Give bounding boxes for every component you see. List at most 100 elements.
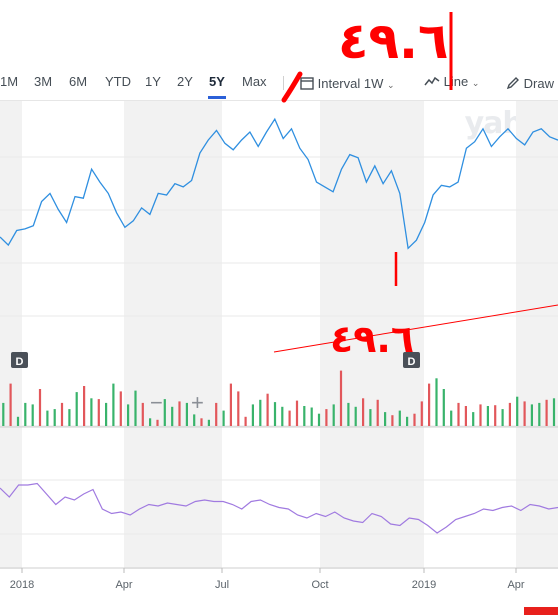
- annotation-trend-line: [273, 304, 558, 353]
- volume-marker-2: D: [403, 352, 420, 368]
- volume-bar: [193, 414, 196, 426]
- range-3m-button[interactable]: 3M: [34, 74, 53, 89]
- volume-bar: [97, 399, 100, 426]
- volume-bar: [105, 402, 108, 426]
- volume-bar: [384, 412, 387, 426]
- volume-bar: [273, 402, 277, 426]
- volume-bar: [31, 404, 34, 426]
- volume-bar: [545, 399, 548, 426]
- zoom-in-button[interactable]: +: [191, 390, 204, 415]
- volume-marker-1: D: [11, 352, 28, 368]
- marker-box: [11, 352, 28, 368]
- volume-bar: [178, 401, 181, 426]
- range-1m-button[interactable]: 1M: [0, 74, 19, 89]
- chevron-down-icon: ⌄: [471, 78, 480, 88]
- volume-bar: [552, 398, 556, 426]
- volume-bar: [486, 406, 489, 426]
- interval-dropdown[interactable]: Interval 1W ⌄: [300, 74, 395, 91]
- volume-bar: [127, 404, 130, 426]
- volume-bar: [413, 413, 416, 426]
- volume-bar: [332, 404, 335, 426]
- volume-bar: [347, 402, 350, 426]
- volume-bar: [185, 402, 188, 426]
- volume-bar: [24, 402, 27, 426]
- volume-bar: [53, 409, 56, 426]
- volume-bar: [442, 389, 445, 426]
- volume-bar: [494, 405, 497, 426]
- volume-bar: [119, 391, 122, 426]
- volume-bar: [215, 402, 218, 426]
- range-6m-button[interactable]: 6M: [69, 74, 88, 89]
- volume-bar: [457, 402, 460, 426]
- volume-bar: [141, 402, 144, 426]
- volume-bar: [60, 402, 64, 426]
- volume-bar: [398, 410, 401, 426]
- volume-bar: [90, 398, 93, 426]
- price-series-line: [0, 117, 558, 250]
- volume-bar: [472, 412, 475, 426]
- volume-bar: [244, 416, 247, 426]
- volume-bar: [354, 406, 357, 427]
- volume-bar: [46, 410, 49, 426]
- range-ytd-button[interactable]: YTD: [105, 74, 131, 89]
- volume-bar: [391, 415, 394, 426]
- volume-bar: [112, 383, 115, 426]
- annotation-middle-scribble: ٤٩.٦: [330, 317, 414, 361]
- interval-value: 1W: [363, 76, 384, 91]
- volume-bar: [75, 392, 78, 426]
- range-1y-button[interactable]: 1Y: [145, 74, 161, 89]
- volume-bar: [317, 413, 321, 426]
- background-band: [124, 101, 222, 569]
- volume-bar: [420, 401, 423, 426]
- zoom-out-button[interactable]: −: [150, 390, 163, 415]
- toolbar-separator: [283, 76, 284, 90]
- marker-label: D: [408, 356, 416, 368]
- x-tick-label: Oct: [311, 579, 328, 591]
- volume-bar: [362, 398, 365, 426]
- active-range-indicator: [208, 96, 226, 99]
- draw-button[interactable]: Draw: [506, 74, 554, 91]
- volume-bar: [156, 419, 159, 426]
- volume-bar: [281, 406, 284, 427]
- rsi-series-line: [0, 482, 558, 534]
- marker-label: D: [16, 356, 24, 368]
- x-tick-label: Apr: [507, 579, 524, 591]
- range-5y-button[interactable]: 5Y: [209, 74, 225, 89]
- volume-bar: [163, 399, 166, 426]
- volume-bar: [508, 402, 511, 426]
- line-chart-icon: [424, 76, 440, 86]
- volume-bar: [435, 378, 438, 426]
- volume-bar: [406, 416, 409, 426]
- volume-bar: [9, 383, 12, 426]
- volume-bar: [501, 409, 504, 426]
- corner-marker: [524, 607, 558, 615]
- volume-bar: [479, 404, 482, 426]
- volume-bar: [516, 396, 519, 426]
- interval-label: Interval: [317, 76, 361, 91]
- volume-bar: [530, 404, 533, 426]
- background-band: [0, 101, 22, 569]
- volume-bar: [237, 391, 240, 426]
- volume-bar: [376, 399, 379, 426]
- volume-bar: [464, 406, 467, 426]
- x-tick-label: 2019: [412, 579, 436, 591]
- volume-bar: [538, 402, 541, 426]
- x-tick-label: Jul: [215, 579, 229, 591]
- volume-bar: [288, 410, 291, 426]
- volume-bar: [68, 409, 71, 426]
- volume-bar: [16, 416, 20, 426]
- pencil-icon: [506, 77, 519, 90]
- volume-bar: [428, 383, 431, 426]
- marker-box: [403, 352, 420, 368]
- volume-bar: [222, 410, 225, 426]
- x-tick-label: 2018: [10, 579, 34, 591]
- volume-bar: [251, 404, 254, 426]
- range-2y-button[interactable]: 2Y: [177, 74, 193, 89]
- volume-bar: [369, 409, 372, 426]
- range-max-button[interactable]: Max: [242, 74, 267, 89]
- volume-bar: [259, 399, 262, 426]
- volume-bar: [310, 407, 313, 426]
- volume-bar: [523, 401, 526, 426]
- volume-bar: [171, 406, 174, 427]
